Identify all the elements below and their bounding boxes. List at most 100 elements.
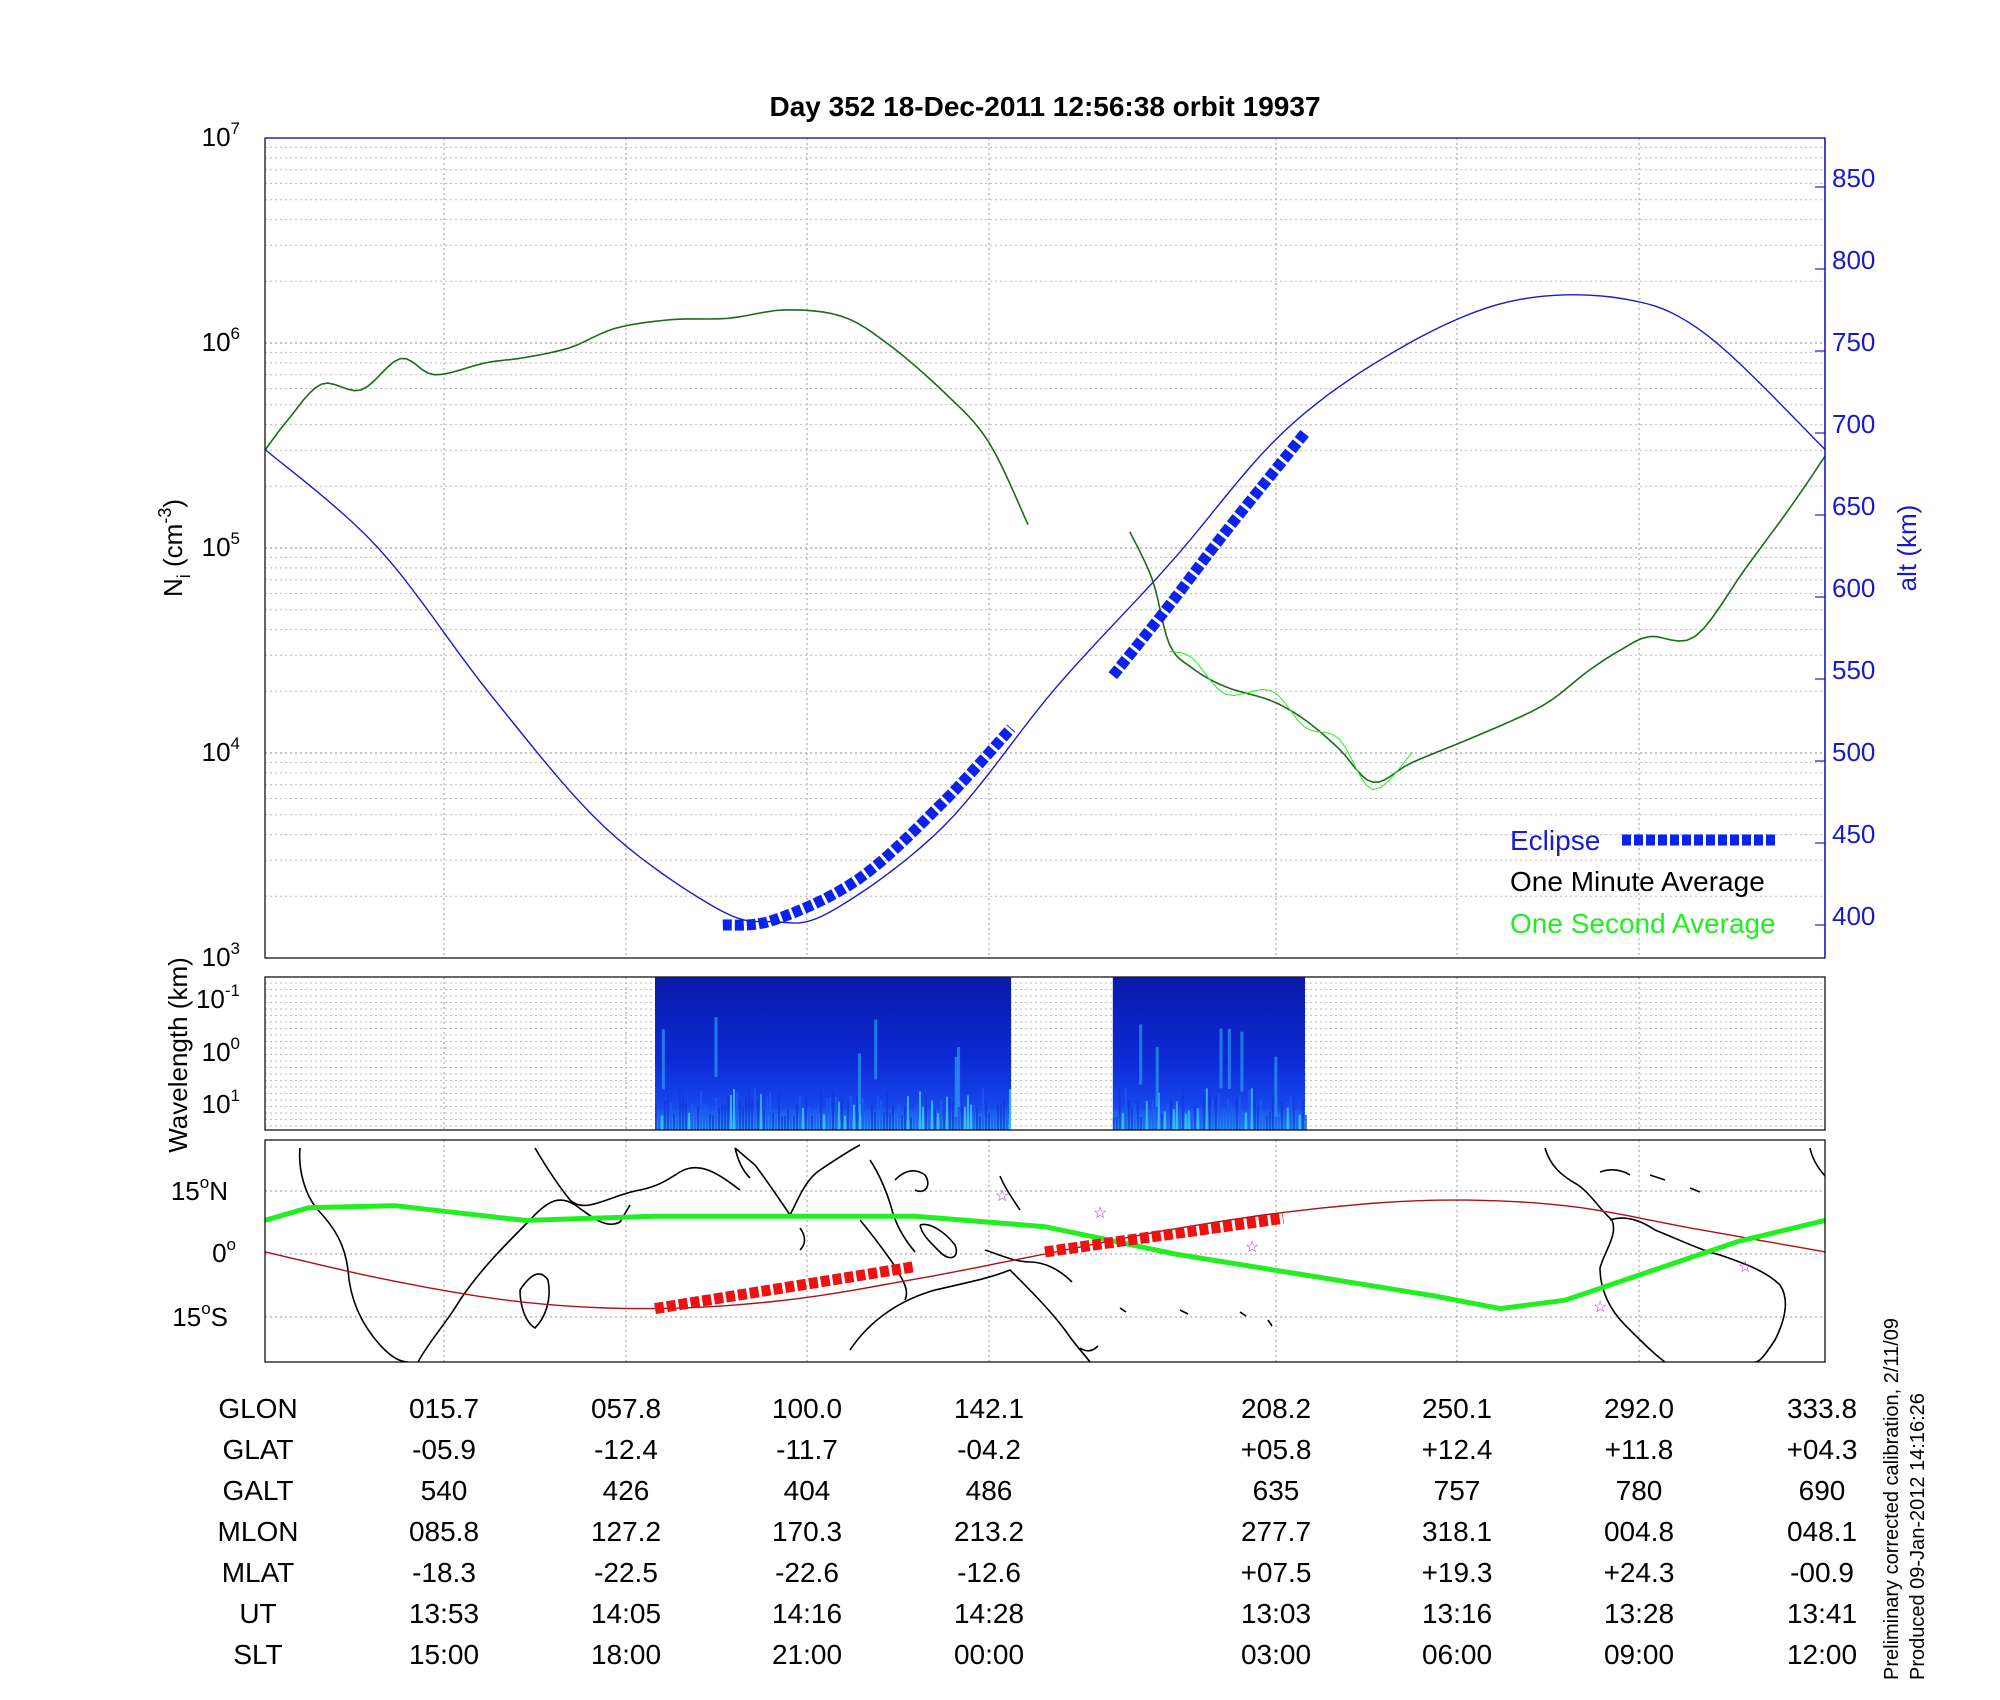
table-cell: 004.8 [1604,1516,1674,1547]
table-cell: 635 [1253,1475,1300,1506]
spectrogram-streak [1127,1100,1130,1130]
table-cell: 057.8 [591,1393,661,1424]
table-cell: -12.4 [594,1434,658,1465]
altitude-line [265,294,1825,924]
spectrogram-streak [724,1104,726,1130]
satellite-track [265,1199,1825,1310]
spectrogram-streak [1238,1094,1241,1130]
spectrogram-streak [781,1116,783,1130]
spectrogram-streak [1139,1024,1143,1085]
spectrogram-streak [943,1109,945,1130]
spectrogram-streak [721,1104,723,1130]
spectrogram-streak [742,1107,744,1130]
spectrogram-streak [913,1107,915,1130]
spectrogram-streak [820,1090,822,1130]
spectrogram-streak [874,1112,876,1130]
mid-axes-frame [264,976,1826,1131]
spectrogram-streak [1274,1110,1277,1130]
right-y-tick-750: 750 [1832,327,1875,357]
spectrogram-streak [1253,1088,1256,1130]
spectrogram-streak [712,1115,714,1130]
spectrogram-streak [892,1105,894,1130]
legend-second: One Second Average [1510,908,1776,939]
table-row-label: UT [239,1598,276,1629]
spectrogram-streak [994,1111,996,1130]
spectrogram-streak [676,1112,678,1130]
spectrogram-streak [1214,1095,1217,1130]
spectrogram-streak [1229,1102,1232,1130]
station-stars: ☆ ☆ ☆ ☆ ☆ [995,1188,1752,1316]
spectrogram-streak [1226,1099,1229,1130]
left-y-ticks: 107 106 105 104 103 [202,119,240,972]
spectrogram-streak [952,1101,954,1130]
spectrogram-streak [949,1099,951,1130]
spectrogram-streak [985,1101,987,1130]
table-cell: +12.4 [1422,1434,1493,1465]
spectrogram-streak [700,1090,702,1130]
right-y-axis-label: alt (km) [1892,505,1922,592]
table-row-label: SLT [233,1639,282,1670]
spectrogram-streak [1271,1094,1274,1130]
spectrogram-streak [832,1091,834,1130]
table-row-label: GLAT [222,1434,293,1465]
ion-density-line-2 [1129,455,1825,784]
spectrogram-streak [661,1029,665,1090]
right-y-tick-550: 550 [1832,655,1875,685]
table-cell: 21:00 [772,1639,842,1670]
right-y-tick-400: 400 [1832,901,1875,931]
table-cell: 12:00 [1787,1639,1857,1670]
map-eclipse-segment-1 [654,1261,916,1315]
spectrogram-streak [793,1115,795,1130]
spectrogram-streak [811,1115,813,1130]
spectrogram-streak [997,1103,999,1130]
wavelength-axis-label: Wavelength (km) [163,957,193,1153]
table-cell: 14:05 [591,1598,661,1629]
spectrogram-streak [673,1113,675,1130]
spectrogram-streak [754,1088,756,1130]
spectrogram-streak [850,1095,852,1130]
spectrogram-streak [808,1107,810,1130]
spectrogram-streak [805,1096,807,1130]
spectrogram-streak [1295,1116,1298,1130]
table-cell: 085.8 [409,1516,479,1547]
table-cell: 18:00 [591,1639,661,1670]
table-cell: 127.2 [591,1516,661,1547]
spectrogram-streak [1163,1111,1166,1130]
spectrogram-streak [976,1107,978,1130]
spectrogram-streak [1250,1088,1253,1130]
table-cell: -00.9 [1790,1557,1854,1588]
spectrogram-streak [958,1102,960,1130]
table-row-label: GLON [218,1393,297,1424]
table-cell: 208.2 [1241,1393,1311,1424]
star-icon: ☆ [1093,1205,1107,1222]
spectrogram-streak [655,1103,657,1130]
spectrogram-streak [886,1091,888,1130]
star-icon: ☆ [1738,1259,1752,1276]
table-cell: 292.0 [1604,1393,1674,1424]
spectrogram-streak [709,1113,711,1130]
legend: Eclipse One Minute Average One Second Av… [1510,825,1776,939]
wl-tick-2: 101 [202,1086,240,1119]
spectrogram-streak [901,1114,903,1130]
spectrogram-streak [682,1089,684,1130]
ion-density-second-line [1169,651,1413,791]
table-cell: +04.3 [1787,1434,1858,1465]
spectrogram-streak [1244,1112,1247,1130]
spectrogram-streak [1205,1088,1208,1130]
spectrogram-streak [727,1095,729,1130]
spectrogram-streak [1208,1088,1211,1130]
spectrogram-streak [685,1101,687,1130]
chart-title: Day 352 18-Dec-2011 12:56:38 orbit 19937 [769,91,1320,122]
spectrogram-streak [817,1104,819,1130]
spectrogram-streak [1292,1096,1295,1130]
spectrogram-streak [973,1104,975,1130]
spectrogram-streak [871,1102,873,1130]
spectrogram-streak [916,1103,918,1130]
spectrogram-streak [1121,1112,1124,1130]
spectrogram-streak [697,1107,699,1130]
spectrogram-streak [880,1100,882,1130]
spectrogram-streak [694,1108,696,1130]
calibration-note: Preliminary corrected calibration, 2/11/… [1881,1318,1903,1680]
spectrogram-streak [954,1056,958,1117]
